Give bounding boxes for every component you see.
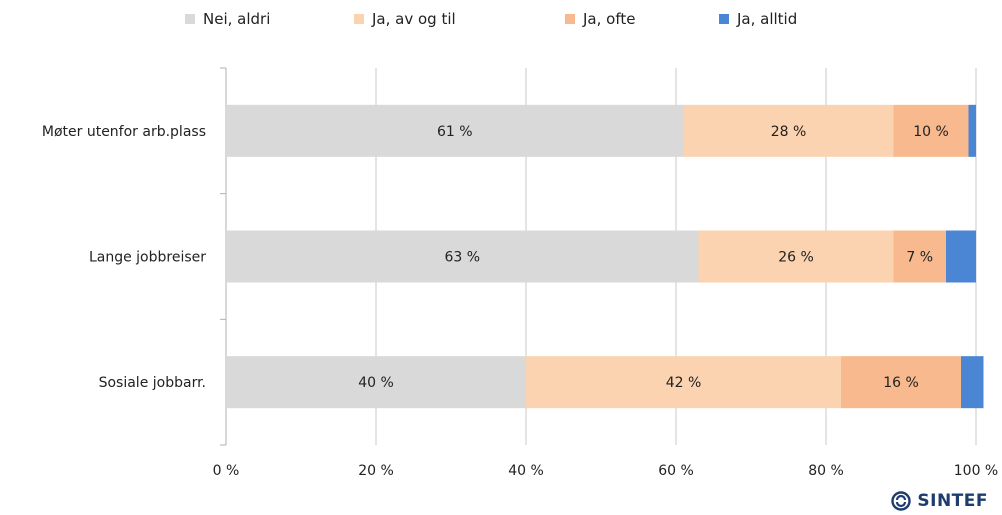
sintef-logo-icon [891,491,912,511]
data-label: 40 % [358,375,394,391]
legend-item: Ja, av og til [354,10,456,28]
bar-segment [841,356,961,409]
bar-segment [226,356,526,409]
category-label: Møter utenfor arb.plass [42,124,206,140]
legend-item: Ja, ofte [565,10,635,28]
legend-label: Ja, ofte [583,10,636,28]
legend-swatch [185,14,195,24]
bar-segment [683,104,894,157]
legend-item: Ja, alltid [719,10,797,28]
bar-segment [893,104,969,157]
legend-label: Nei, aldri [203,10,271,28]
x-tick-label: 60 % [658,463,694,479]
x-tick-label: 80 % [808,463,844,479]
logo-text: SINTEF [917,491,988,511]
sintef-logo: SINTEF [891,491,988,511]
bar-segment [893,230,946,283]
category-label: Lange jobbreiser [89,250,206,266]
legend-swatch [354,14,364,24]
category-label: Sosiale jobbarr. [99,375,206,391]
data-label: 42 % [666,375,702,391]
legend-swatch [565,14,575,24]
legend-label: Ja, alltid [737,10,798,28]
data-label: 10 % [913,124,949,140]
bar-segment [968,104,976,157]
bar-segment [226,104,684,157]
bar-segment [961,356,984,409]
x-tick-label: 100 % [954,463,998,479]
legend-label: Ja, av og til [372,10,456,28]
bar-segment [526,356,841,409]
data-label: 26 % [778,250,814,266]
data-label: 7 % [906,250,933,266]
data-label: 63 % [444,250,480,266]
x-tick-label: 20 % [358,463,394,479]
x-tick-label: 40 % [508,463,544,479]
data-label: 61 % [437,124,473,140]
legend: Nei, aldri Ja, av og til Ja, ofte Ja, allti… [0,10,1002,34]
bar-segment [946,230,976,283]
legend-item: Nei, aldri [185,10,270,28]
bar-segment [226,230,699,283]
data-label: 16 % [883,375,919,391]
x-tick-label: 0 % [213,463,240,479]
data-label: 28 % [771,124,807,140]
legend-swatch [719,14,729,24]
bar-segment [698,230,894,283]
